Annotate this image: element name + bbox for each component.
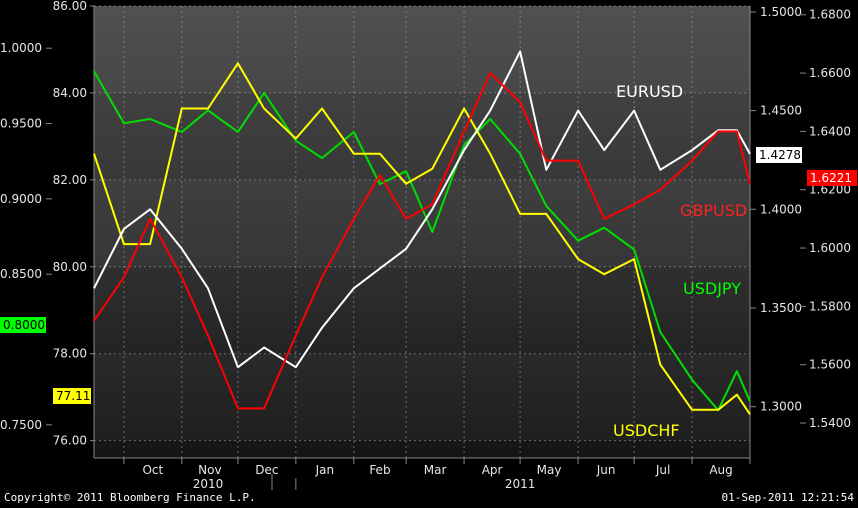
x-tick-label: Jul [655,463,670,477]
y-eur-tick-label: 1.4500 [760,104,802,118]
x-tick-label: Jun [596,463,616,477]
green-left-box [0,317,46,333]
y-eur-tick-label: 1.3000 [760,400,802,414]
gbpusd-current-box [807,170,857,186]
series-label-eurusd: EURUSD [616,82,683,101]
x-tick-label: Oct [142,463,163,477]
eurusd-current-box [756,147,802,163]
y-chf-tick-label: 1.0000 [0,41,42,55]
usdchf-current-box [53,388,91,404]
y-jpy-tick-label: 84.00 [53,86,87,100]
green-left-box-text: 0.8000 [3,318,45,332]
x-tick-label: Dec [255,463,278,477]
y-eur-tick-label: 1.3500 [760,301,802,315]
x-tick-label: Aug [709,463,732,477]
y-gbp-tick-label: 1.6400 [809,124,851,138]
y-jpy-tick-label: 86.00 [53,0,87,13]
series-line-eurusd [93,50,751,369]
series-label-gbpusd: GBPUSD [680,201,747,220]
y-gbp-tick-label: 1.6200 [809,183,851,197]
series-line-usdchf [93,62,751,415]
y-gbp-tick-label: 1.6600 [809,66,851,80]
x-tick-label: Mar [424,463,447,477]
x-year-label: 2011 [505,477,536,491]
plot-band [94,6,750,93]
x-tick-label: Apr [482,463,503,477]
y-chf-tick-label: 0.9000 [0,192,42,206]
series-label-usdjpy: USDJPY [683,279,741,298]
y-chf-tick-label: 0.8500 [0,267,42,281]
eurusd-current-box-text: 1.4278 [759,148,801,162]
series-line-usdjpy [93,70,751,412]
y-chf-tick-label: 0.9500 [0,117,42,131]
x-year-label: 2010 [193,477,224,491]
y-jpy-tick-label: 76.00 [53,434,87,448]
y-eur-tick-label: 1.4000 [760,202,802,216]
y-jpy-tick-label: 82.00 [53,173,87,187]
x-tick-label: May [537,463,562,477]
y-gbp-tick-label: 1.6000 [809,241,851,255]
y-gbp-tick-label: 1.5400 [809,416,851,430]
x-tick-label: Jan [315,463,335,477]
y-jpy-tick-label: 80.00 [53,260,87,274]
y-gbp-tick-label: 1.5600 [809,358,851,372]
x-tick-label: Nov [198,463,221,477]
series-label-usdchf: USDCHF [613,421,680,440]
y-gbp-tick-label: 1.5800 [809,299,851,313]
usdchf-current-box-text: 77.11 [56,389,90,403]
gbpusd-current-box-text: 1.6221 [810,171,852,185]
plot-background [94,6,750,458]
y-gbp-tick-label: 1.6800 [809,8,851,22]
timestamp-text: 01-Sep-2011 12:21:54 [722,491,855,504]
y-jpy-tick-label: 78.00 [53,347,87,361]
series-line-gbpusd [93,72,751,410]
x-tick-label: Feb [369,463,390,477]
y-chf-tick-label: 0.7500 [0,418,42,432]
copyright-text: Copyright© 2011 Bloomberg Finance L.P. [4,491,256,504]
y-eur-tick-label: 1.5000 [760,5,802,19]
